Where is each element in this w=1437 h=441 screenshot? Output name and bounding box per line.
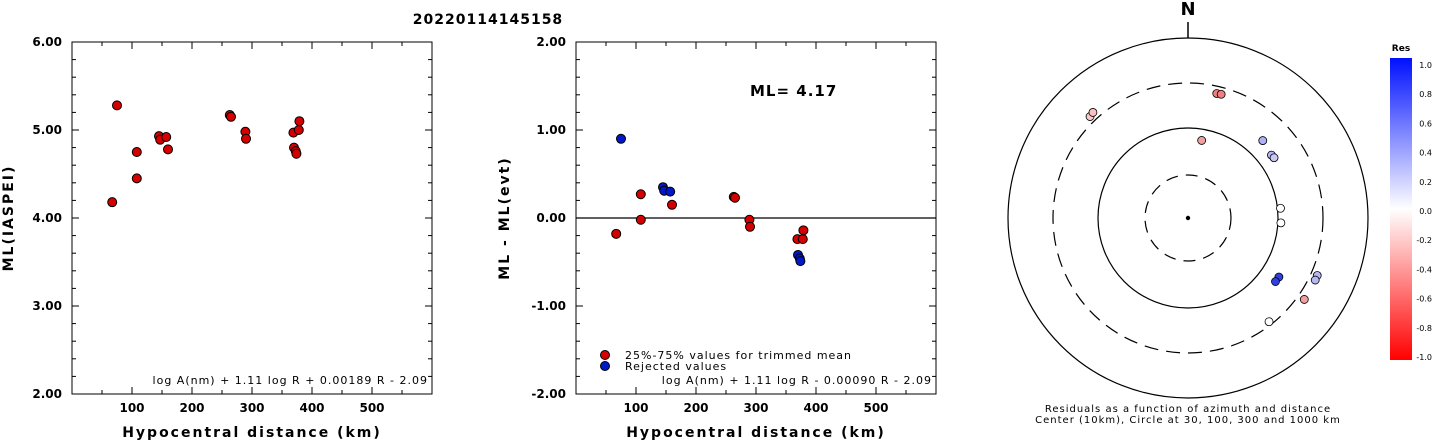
polar-data-point: [1276, 218, 1286, 228]
colorbar-ticks: 1.0 0.8 0.6 0.4 0.2 0.0 -0.2 -0.4 -0.6 -0.8 -1.0: [1416, 61, 1432, 362]
ml-x-tick-label: 300: [239, 401, 264, 415]
polar-data-point: [1197, 136, 1207, 145]
polar-data-point: [1271, 277, 1280, 286]
ml-data-point: [163, 144, 173, 155]
colorbar: Res 1.0 0.8 0.6 0.4 0.2 0.0 -0.2 -0.4 -0.6 -0.8 -1…: [1390, 44, 1432, 362]
ml-value-label: ML= 4.17: [750, 82, 837, 100]
ml-data-point: [107, 197, 118, 208]
legend-marker-rejected: [600, 361, 610, 371]
colorbar-tick-label: -0.6: [1416, 295, 1432, 304]
circle-300km: [1052, 82, 1324, 354]
ml-formula: log A(nm) + 1.11 log R + 0.00189 R - 2.0…: [153, 374, 428, 387]
ml-y-tick-label: 3.00: [32, 299, 62, 313]
residual-formula: log A(nm) + 1.11 log R - 0.00090 R - 2.0…: [662, 374, 932, 387]
residual-y-tick-label: -1.00: [531, 299, 566, 313]
legend-label-rejected: Rejected values: [625, 360, 727, 373]
polar-data-point: [1258, 136, 1268, 145]
colorbar-gradient: [1390, 58, 1412, 360]
polar-panel: N Residuals as a function of azimuth and…: [1007, 0, 1369, 426]
polar-data-point: [1276, 203, 1285, 213]
ml-data-point: [131, 147, 142, 157]
colorbar-title: Res: [1392, 44, 1410, 54]
colorbar-tick-label: -1.0: [1416, 353, 1432, 362]
residual-data-point: [635, 214, 646, 225]
ml-points: [107, 100, 305, 208]
colorbar-tick-label: 1.0: [1419, 61, 1432, 70]
legend-marker-trimmed: [600, 350, 610, 360]
residual-x-tick-label: 500: [863, 401, 888, 415]
residual-y-tick-label: 1.00: [536, 123, 566, 137]
colorbar-tick-label: 0.4: [1419, 149, 1432, 158]
north-label: N: [1180, 0, 1195, 20]
polar-data-point: [1269, 153, 1279, 163]
residual-x-tick-label: 200: [683, 401, 708, 415]
residual-y-tick-label: 0.00: [536, 211, 566, 225]
ml-x-tick-label: 200: [179, 401, 204, 415]
residual-panel: 100 200 300 400 500 -2.00 -1.00 0.00 1.00 2.00 Hy…: [497, 35, 937, 441]
residual-data-point: [798, 225, 809, 236]
residual-data-point: [730, 192, 740, 203]
circle-100km: [1097, 127, 1279, 309]
residual-data-point: [745, 221, 755, 232]
residual-x-axis-label: Hypocentral distance (km): [626, 425, 886, 441]
ml-y-tick-label: 6.00: [32, 35, 62, 49]
legend-label-trimmed: 25%-75% values for trimmed mean: [625, 349, 852, 362]
ml-data-point: [291, 148, 302, 159]
colorbar-tick-label: 0.6: [1419, 119, 1432, 128]
residual-y-axis-label: ML - ML(evt): [497, 156, 513, 279]
ml-data-point: [294, 116, 305, 127]
residual-data-point: [797, 234, 808, 245]
polar-data-point: [1299, 295, 1309, 304]
ml-ticks: 100 200 300 400 500 2.00 3.00 4.00 5.00 6.00: [32, 35, 432, 415]
circle-30km: [1144, 174, 1232, 262]
ml-y-tick-label: 4.00: [32, 211, 62, 225]
ml-x-axis-label: Hypocentral distance (km): [122, 425, 382, 441]
ml-data-point: [131, 173, 142, 184]
residual-y-tick-label: 2.00: [536, 35, 566, 49]
residual-data-point: [635, 189, 646, 200]
colorbar-tick-label: -0.8: [1416, 324, 1432, 333]
residual-data-point: [611, 228, 622, 239]
polar-data-point: [1216, 89, 1226, 99]
center-dot: [1185, 215, 1191, 221]
residual-data-point: [795, 256, 806, 267]
ml-data-point: [226, 111, 236, 122]
residual-data-point: [665, 186, 676, 197]
ml-data-point: [293, 125, 304, 135]
colorbar-tick-label: -0.2: [1416, 236, 1432, 245]
ml-x-tick-label: 400: [299, 401, 324, 415]
colorbar-tick-label: 0.0: [1419, 207, 1432, 216]
ml-panel: 100 200 300 400 500 2.00 3.00 4.00 5.00 6.00 Hypo…: [1, 35, 433, 441]
polar-data-point: [1264, 317, 1274, 327]
ml-y-tick-label: 2.00: [32, 387, 62, 401]
polar-caption-1: Residuals as a function of azimuth and d…: [1045, 404, 1331, 415]
residual-ticks: 100 200 300 400 500 -2.00 -1.00 0.00 1.00 2.00: [531, 35, 936, 415]
polar-points: [1085, 89, 1322, 327]
residual-x-tick-label: 400: [803, 401, 828, 415]
figure-title: 20220114145158: [413, 12, 563, 28]
residual-points: [611, 133, 809, 267]
residual-y-tick-label: -2.00: [531, 387, 566, 401]
ml-plot-frame: [71, 41, 433, 395]
ml-data-point: [112, 100, 122, 111]
ml-data-point: [161, 132, 172, 143]
polar-caption-2: Center (10km), Circle at 30, 100, 300 an…: [1035, 415, 1341, 426]
ml-y-tick-label: 5.00: [32, 123, 62, 137]
colorbar-tick-label: -0.4: [1416, 265, 1432, 274]
colorbar-tick-label: 0.2: [1419, 178, 1432, 187]
colorbar-tick-label: 0.8: [1419, 90, 1432, 99]
residual-data-point: [667, 199, 677, 210]
residual-data-point: [616, 133, 626, 144]
ml-x-tick-label: 100: [119, 401, 144, 415]
ml-x-tick-label: 500: [359, 401, 384, 415]
residual-x-tick-label: 300: [743, 401, 768, 415]
polar-data-point: [1088, 108, 1098, 117]
ml-data-point: [241, 133, 251, 144]
polar-data-point: [1310, 275, 1320, 285]
ml-y-axis-label: ML(IASPEI): [1, 165, 17, 272]
residual-x-tick-label: 100: [623, 401, 648, 415]
